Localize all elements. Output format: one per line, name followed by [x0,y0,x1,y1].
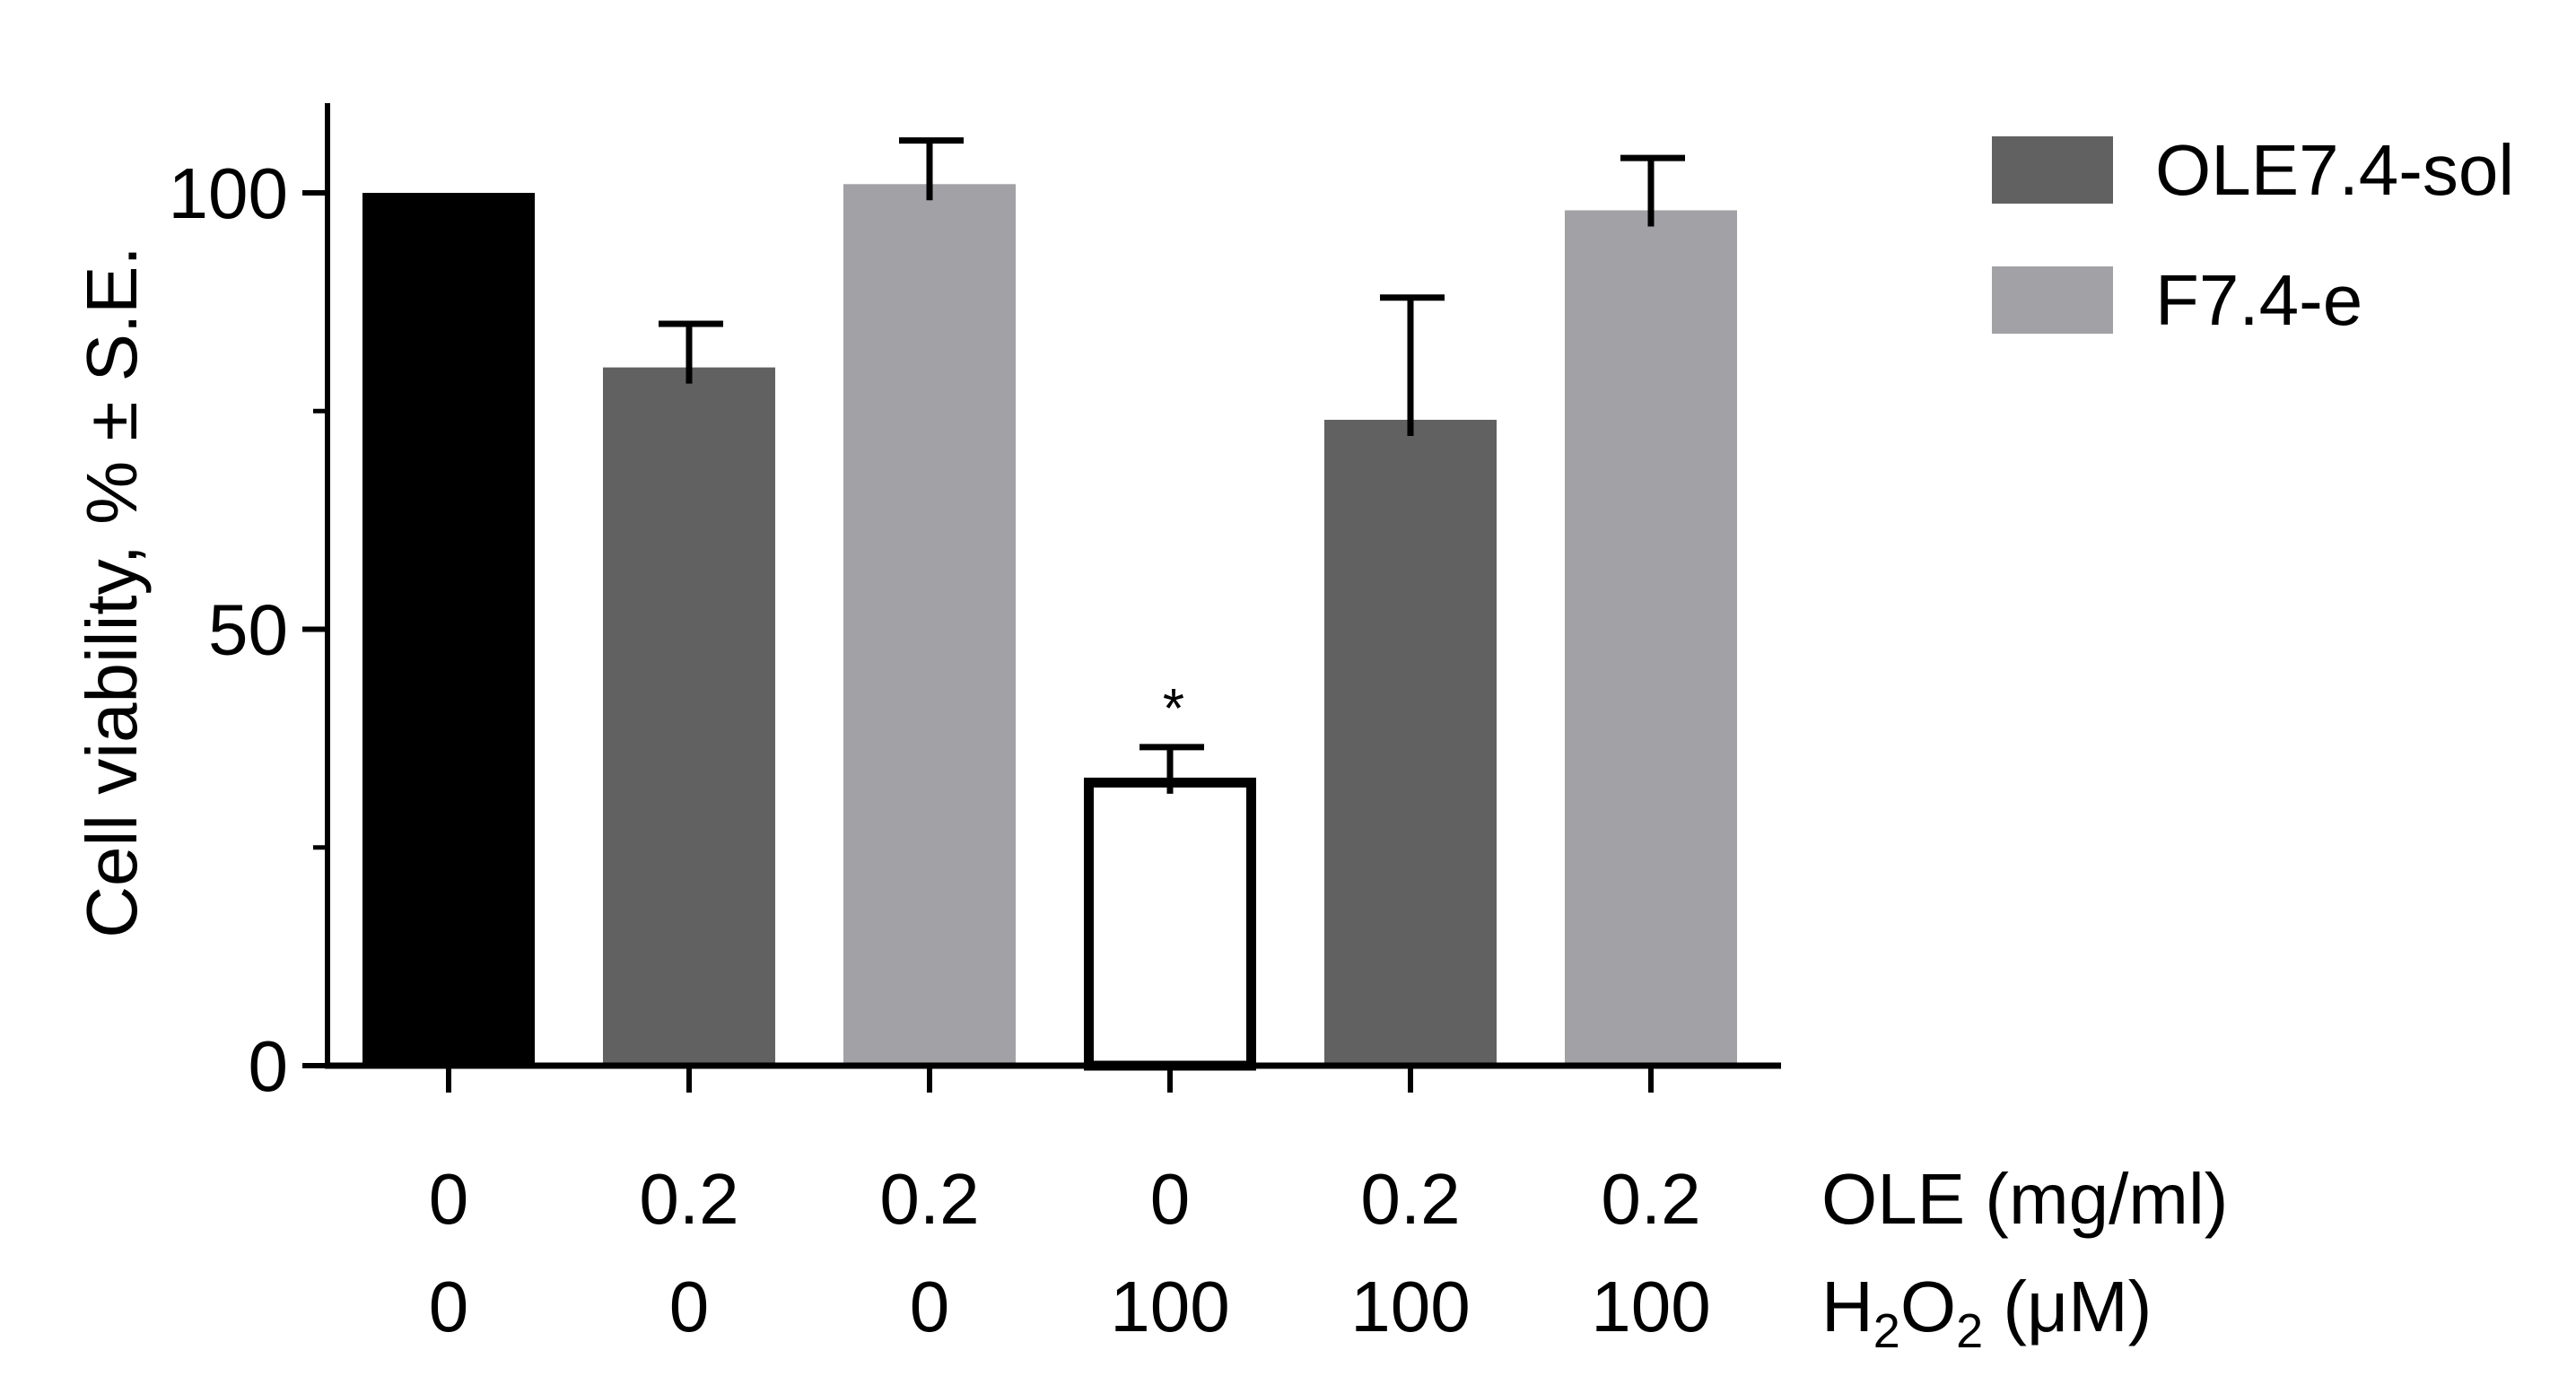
legend-swatch-f7-4-e [1992,266,2113,334]
h2o2-row-value: 0 [429,1267,469,1346]
legend-label-f7-4-e: F7.4-e [2155,260,2362,340]
x-axis-ticks [446,1066,1654,1093]
h2o2-row: 0 0 0 100 100 100 [429,1267,1711,1346]
ole-row-value: 0.2 [1601,1159,1700,1239]
significance-mark: * [1163,678,1184,740]
y-tick-label: 50 [208,590,288,670]
ole-row-value: 0 [1150,1159,1191,1239]
ole-row-label: OLE (mg/ml) [1821,1159,2228,1239]
h2o2-row-value: 100 [1591,1267,1710,1346]
ole-row-value: 0.2 [879,1159,979,1239]
legend: OLE7.4-sol F7.4-e [1992,130,2514,340]
bar [1565,210,1737,1066]
legend-swatch-ole7-4-sol [1992,136,2113,204]
y-axis-label: Cell viability, % ± S.E. [72,246,152,938]
bar [362,193,535,1066]
h2o2-row-value: 0 [669,1267,710,1346]
ole-row: 0 0.2 0.2 0 0.2 0.2 [429,1159,1701,1239]
ole-row-value: 0.2 [639,1159,738,1239]
bar [1324,419,1497,1067]
bar [603,367,775,1067]
bars [362,184,1737,1071]
y-axis-ticks: 0 50 100 [169,153,327,1106]
legend-label-ole7-4-sol: OLE7.4-sol [2155,130,2514,210]
error-bars [659,137,1685,794]
ole-row-value: 0.2 [1360,1159,1460,1239]
y-tick-label: 0 [249,1026,289,1106]
bar [843,184,1016,1066]
ole-row-value: 0 [429,1159,469,1239]
annotations: * [1163,678,1184,740]
bar [1084,777,1256,1071]
h2o2-row-label: H2O2 (μM) [1821,1267,2152,1358]
y-tick-label: 100 [169,153,288,233]
h2o2-row-value: 0 [910,1267,950,1346]
h2o2-row-value: 100 [1110,1267,1229,1346]
h2o2-row-value: 100 [1350,1267,1470,1346]
